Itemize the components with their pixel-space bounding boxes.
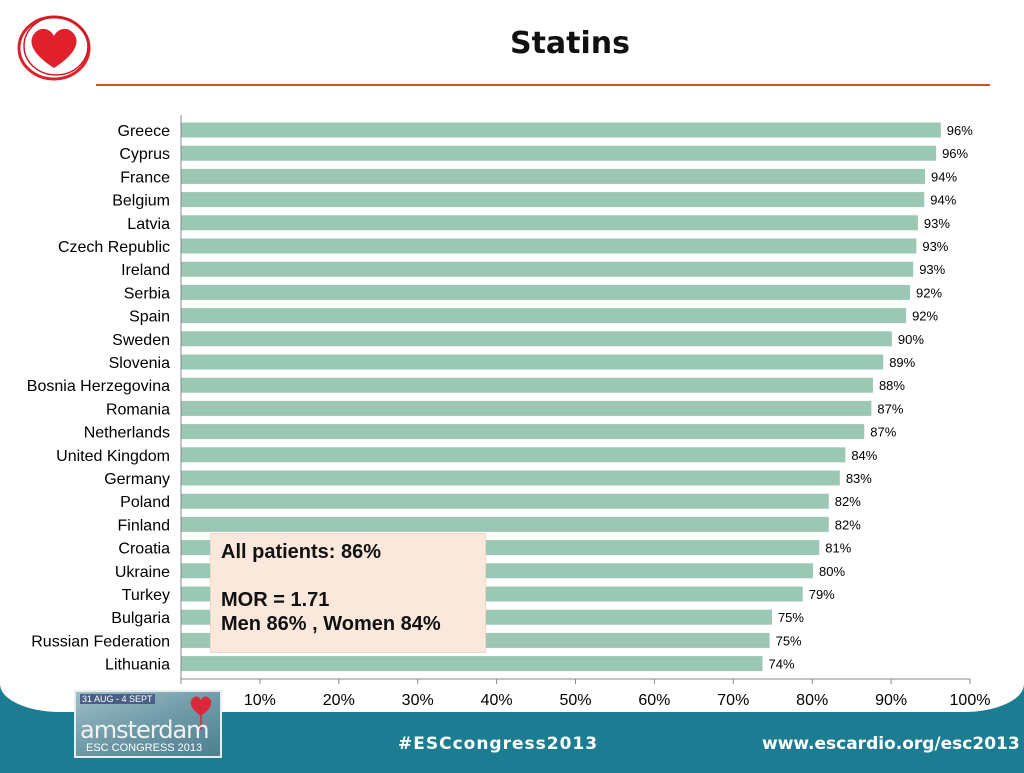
category-label: Ukraine (115, 564, 170, 581)
data-label: 94% (931, 169, 957, 184)
x-tick-label: 20% (323, 692, 355, 709)
category-label: Greece (118, 123, 171, 140)
data-label: 88% (879, 378, 905, 393)
category-label: Belgium (112, 193, 170, 210)
bar (181, 308, 907, 324)
x-tick-label: 100% (950, 692, 991, 709)
category-label: Spain (129, 309, 170, 326)
bar (181, 168, 926, 184)
data-label: 92% (912, 309, 938, 324)
bar (181, 493, 829, 509)
x-tick-label: 90% (875, 692, 907, 709)
bar (181, 377, 873, 393)
data-label: 90% (898, 332, 924, 347)
data-label: 81% (825, 541, 851, 556)
category-label: Ireland (121, 262, 170, 279)
data-label: 79% (809, 587, 835, 602)
footer-hashtag: #ESCcongress2013 (398, 734, 599, 754)
data-label: 82% (835, 517, 861, 532)
data-label: 82% (835, 494, 861, 509)
data-label: 89% (889, 355, 915, 370)
bar (181, 447, 846, 463)
category-label: Romania (106, 401, 170, 418)
data-label: 93% (919, 262, 945, 277)
heart-balloon-icon (190, 696, 212, 730)
bar (181, 122, 941, 138)
category-label: United Kingdom (56, 448, 170, 465)
data-label: 96% (942, 146, 968, 161)
data-label: 87% (877, 401, 903, 416)
category-label: Germany (104, 471, 170, 488)
badge-date: 31 AUG - 4 SEPT (80, 694, 155, 704)
mor-text: MOR = 1.71 (221, 589, 330, 611)
title-rule (96, 84, 990, 86)
category-label: Czech Republic (58, 239, 170, 256)
badge-city: amsterdam (80, 716, 210, 744)
category-label: Slovenia (109, 355, 170, 372)
bar (181, 656, 763, 672)
bar (181, 516, 829, 532)
bar (181, 145, 937, 161)
category-label: Croatia (118, 541, 170, 558)
statins-bar-chart: Greece 96% Cyprus 96% France 94% Belgium 94% Lat… (27, 115, 991, 709)
bar (181, 284, 911, 300)
bar (181, 400, 872, 416)
bar (181, 470, 840, 486)
category-label: Cyprus (119, 146, 170, 163)
esc-congress-badge: 31 AUG - 4 SEPT amsterdam ESC CONGRESS 2… (74, 690, 222, 758)
data-label: 93% (922, 239, 948, 254)
category-label: France (120, 169, 170, 186)
bar (181, 331, 892, 347)
badge-event: ESC CONGRESS 2013 (86, 742, 203, 754)
x-tick-label: 70% (717, 692, 749, 709)
x-tick-label: 50% (559, 692, 591, 709)
bar (181, 192, 925, 208)
data-label: 96% (947, 123, 973, 138)
data-label: 74% (768, 657, 794, 672)
data-label: 92% (916, 285, 942, 300)
all-patients-text: All patients: 86% (221, 541, 382, 563)
men-women-text: Men 86% , Women 84% (221, 613, 441, 635)
category-label: Serbia (124, 285, 170, 302)
x-tick-label: 80% (796, 692, 828, 709)
category-label: Latvia (127, 216, 170, 233)
bar (181, 238, 917, 254)
x-tick-label: 40% (481, 692, 513, 709)
x-tick-label: 10% (244, 692, 276, 709)
data-label: 75% (778, 610, 804, 625)
summary-box: All patients: 86% MOR = 1.71 Men 86% , W… (210, 533, 486, 653)
x-tick-label: 30% (402, 692, 434, 709)
x-tick-label: 60% (638, 692, 670, 709)
category-label: Lithuania (105, 657, 170, 674)
data-label: 84% (851, 448, 877, 463)
data-label: 87% (870, 425, 896, 440)
category-label: Bulgaria (111, 610, 170, 627)
category-label: Bosnia Herzegovina (27, 378, 170, 395)
bar (181, 215, 918, 231)
bar (181, 261, 914, 277)
footer-url: www.escardio.org/esc2013 (762, 734, 1020, 754)
slide-title: Statins (509, 26, 631, 61)
data-label: 94% (930, 193, 956, 208)
data-label: 80% (819, 564, 845, 579)
category-label: Turkey (122, 587, 170, 604)
bar (181, 424, 865, 440)
bar (181, 354, 884, 370)
category-label: Netherlands (84, 425, 170, 442)
category-label: Finland (118, 517, 170, 534)
category-label: Russian Federation (31, 633, 170, 650)
data-label: 83% (846, 471, 872, 486)
category-label: Poland (120, 494, 170, 511)
category-label: Sweden (112, 332, 170, 349)
data-label: 75% (776, 633, 802, 648)
data-label: 93% (924, 216, 950, 231)
heart-logo-icon (17, 15, 91, 81)
